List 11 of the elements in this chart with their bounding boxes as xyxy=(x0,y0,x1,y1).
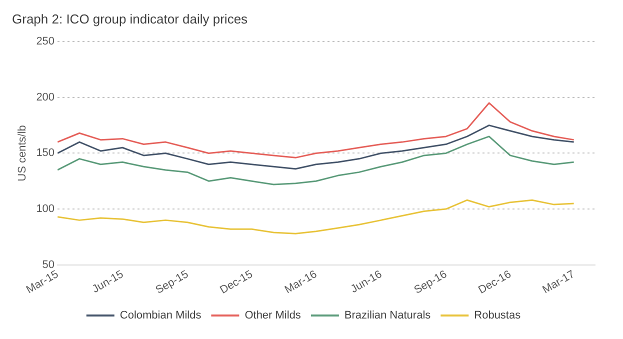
y-tick-label: 150 xyxy=(36,147,55,160)
y-axis-title: US cents/lb xyxy=(16,125,29,182)
y-tick-label: 200 xyxy=(36,91,55,104)
y-tick-label: 50 xyxy=(42,258,55,271)
chart-title: Graph 2: ICO group indicator daily prices xyxy=(12,11,248,26)
legend-label: Colombian Milds xyxy=(120,310,202,322)
legend-label: Robustas xyxy=(474,310,522,322)
y-tick-label: 100 xyxy=(36,203,55,216)
y-tick-label: 250 xyxy=(36,36,55,48)
legend-label: Brazilian Naturals xyxy=(344,310,432,322)
legend-label: Other Milds xyxy=(244,310,302,322)
